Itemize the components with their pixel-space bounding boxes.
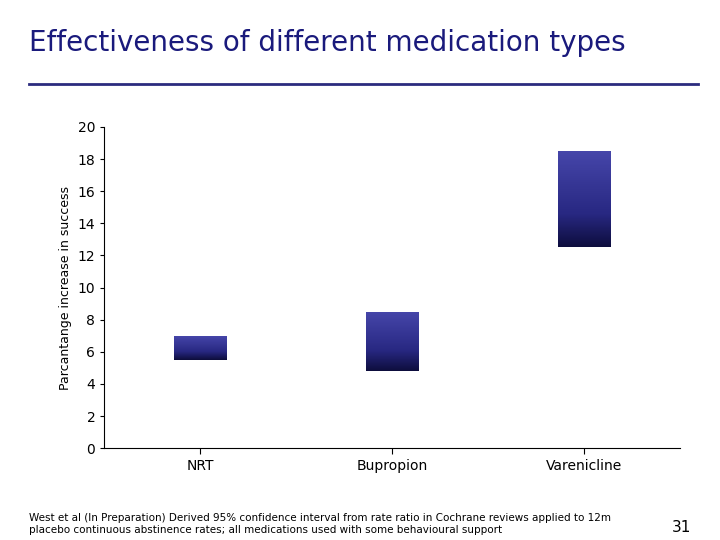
Text: West et al (In Preparation) Derived 95% confidence interval from rate ratio in C: West et al (In Preparation) Derived 95% …: [29, 513, 611, 535]
Text: Effectiveness of different medication types: Effectiveness of different medication ty…: [29, 29, 626, 57]
Text: 31: 31: [672, 519, 691, 535]
Y-axis label: Parcantange increase in success: Parcantange increase in success: [59, 186, 72, 389]
